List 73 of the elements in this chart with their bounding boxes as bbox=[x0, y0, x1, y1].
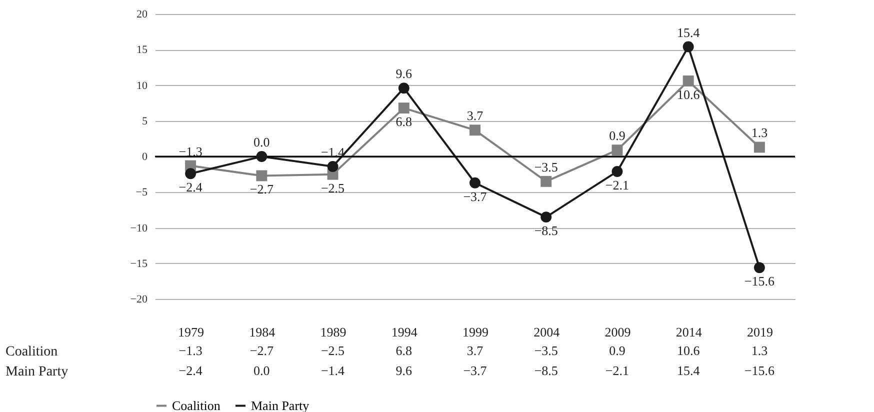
point bbox=[540, 176, 552, 187]
y-tick-label: 5 bbox=[142, 115, 148, 128]
point bbox=[185, 168, 196, 180]
data-label: −2.5 bbox=[320, 343, 345, 358]
x-tick-label: 2009 bbox=[604, 324, 631, 340]
x-tick-label: 1994 bbox=[391, 324, 418, 340]
text: 6.8 bbox=[396, 114, 412, 130]
text: −3.7 bbox=[463, 188, 487, 204]
point bbox=[754, 142, 765, 153]
point bbox=[682, 76, 694, 86]
y-tick-label: 10 bbox=[136, 80, 148, 92]
data-label: −8.5 bbox=[534, 363, 558, 378]
text: −2.1 bbox=[605, 177, 630, 192]
data-label: −2.4 bbox=[178, 363, 203, 378]
text: 1.3 bbox=[751, 125, 768, 140]
text: 0.0 bbox=[254, 134, 270, 150]
text: −2.5 bbox=[320, 180, 345, 196]
point bbox=[612, 166, 623, 177]
text: −2.4 bbox=[178, 180, 202, 195]
x-tick-label: 1984 bbox=[249, 324, 276, 340]
x-tick-label: 1979 bbox=[178, 324, 204, 340]
data-label: 1.3 bbox=[751, 343, 768, 358]
y-tick-label: 0 bbox=[142, 151, 148, 163]
text: 9.6 bbox=[396, 66, 412, 82]
data-label: −1.3 bbox=[178, 343, 202, 358]
text: −1.3 bbox=[178, 144, 202, 159]
data-label: −15.6 bbox=[744, 363, 775, 378]
point bbox=[398, 82, 410, 94]
point bbox=[612, 144, 623, 156]
data-label: −2.1 bbox=[605, 363, 630, 378]
text: −1.4 bbox=[320, 144, 345, 160]
data-label: −3.7 bbox=[463, 363, 488, 378]
y-tick-label: −15 bbox=[130, 258, 148, 270]
x-tick-label: 2014 bbox=[676, 324, 702, 340]
data-label: 0.0 bbox=[254, 363, 270, 378]
point bbox=[470, 177, 480, 188]
point bbox=[540, 212, 552, 223]
point bbox=[682, 41, 694, 52]
y-tick-label: 20 bbox=[136, 8, 148, 20]
x-tick-label: 1989 bbox=[320, 324, 346, 340]
x-tick-label: 2004 bbox=[534, 324, 560, 340]
point bbox=[470, 124, 480, 136]
point bbox=[256, 151, 268, 162]
x-tick-label: 2019 bbox=[746, 324, 773, 340]
data-label: 3.7 bbox=[466, 343, 484, 358]
text: 10.6 bbox=[676, 86, 700, 102]
data-label: 9.6 bbox=[396, 363, 413, 378]
text: Coalition bbox=[6, 344, 58, 360]
data-label: 15.4 bbox=[676, 363, 700, 378]
data-label: −1.4 bbox=[320, 363, 346, 378]
data-label: −2.7 bbox=[250, 343, 274, 358]
text: 3.7 bbox=[466, 108, 484, 124]
text: −8.5 bbox=[534, 223, 558, 238]
y-tick-label: −20 bbox=[130, 294, 148, 306]
y-tick-label: −5 bbox=[136, 186, 148, 199]
point bbox=[327, 161, 338, 172]
text: −15.6 bbox=[744, 274, 774, 289]
y-tick-label: −10 bbox=[130, 222, 148, 234]
data-label: 10.6 bbox=[676, 343, 700, 358]
text: −3.5 bbox=[534, 159, 558, 174]
point bbox=[398, 102, 410, 114]
text: Main Party bbox=[6, 364, 68, 380]
point bbox=[256, 170, 268, 182]
data-label: 6.8 bbox=[396, 343, 412, 358]
text: 0.9 bbox=[609, 128, 626, 144]
text: −2.7 bbox=[250, 182, 274, 197]
data-label: −3.5 bbox=[534, 343, 558, 358]
data-label: 0.9 bbox=[609, 343, 626, 358]
point bbox=[754, 262, 765, 274]
x-tick-label: 1999 bbox=[462, 324, 488, 340]
legend-label: Coalition bbox=[172, 398, 221, 412]
text: 15.4 bbox=[676, 24, 700, 40]
y-tick-label: 15 bbox=[136, 44, 148, 56]
